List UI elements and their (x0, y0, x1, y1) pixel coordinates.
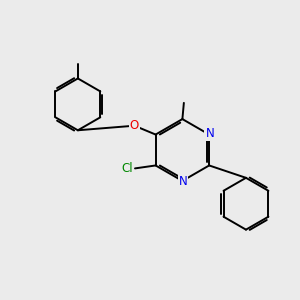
Text: O: O (130, 119, 139, 132)
Text: Cl: Cl (121, 162, 133, 175)
Text: N: N (206, 128, 214, 140)
Text: N: N (178, 175, 188, 188)
